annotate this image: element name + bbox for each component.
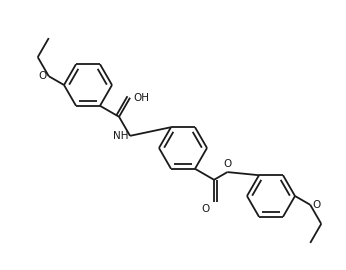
Text: OH: OH [133, 93, 149, 103]
Text: O: O [223, 159, 231, 169]
Text: O: O [202, 204, 210, 214]
Text: O: O [38, 71, 47, 81]
Text: NH: NH [112, 131, 128, 141]
Text: O: O [312, 200, 320, 210]
